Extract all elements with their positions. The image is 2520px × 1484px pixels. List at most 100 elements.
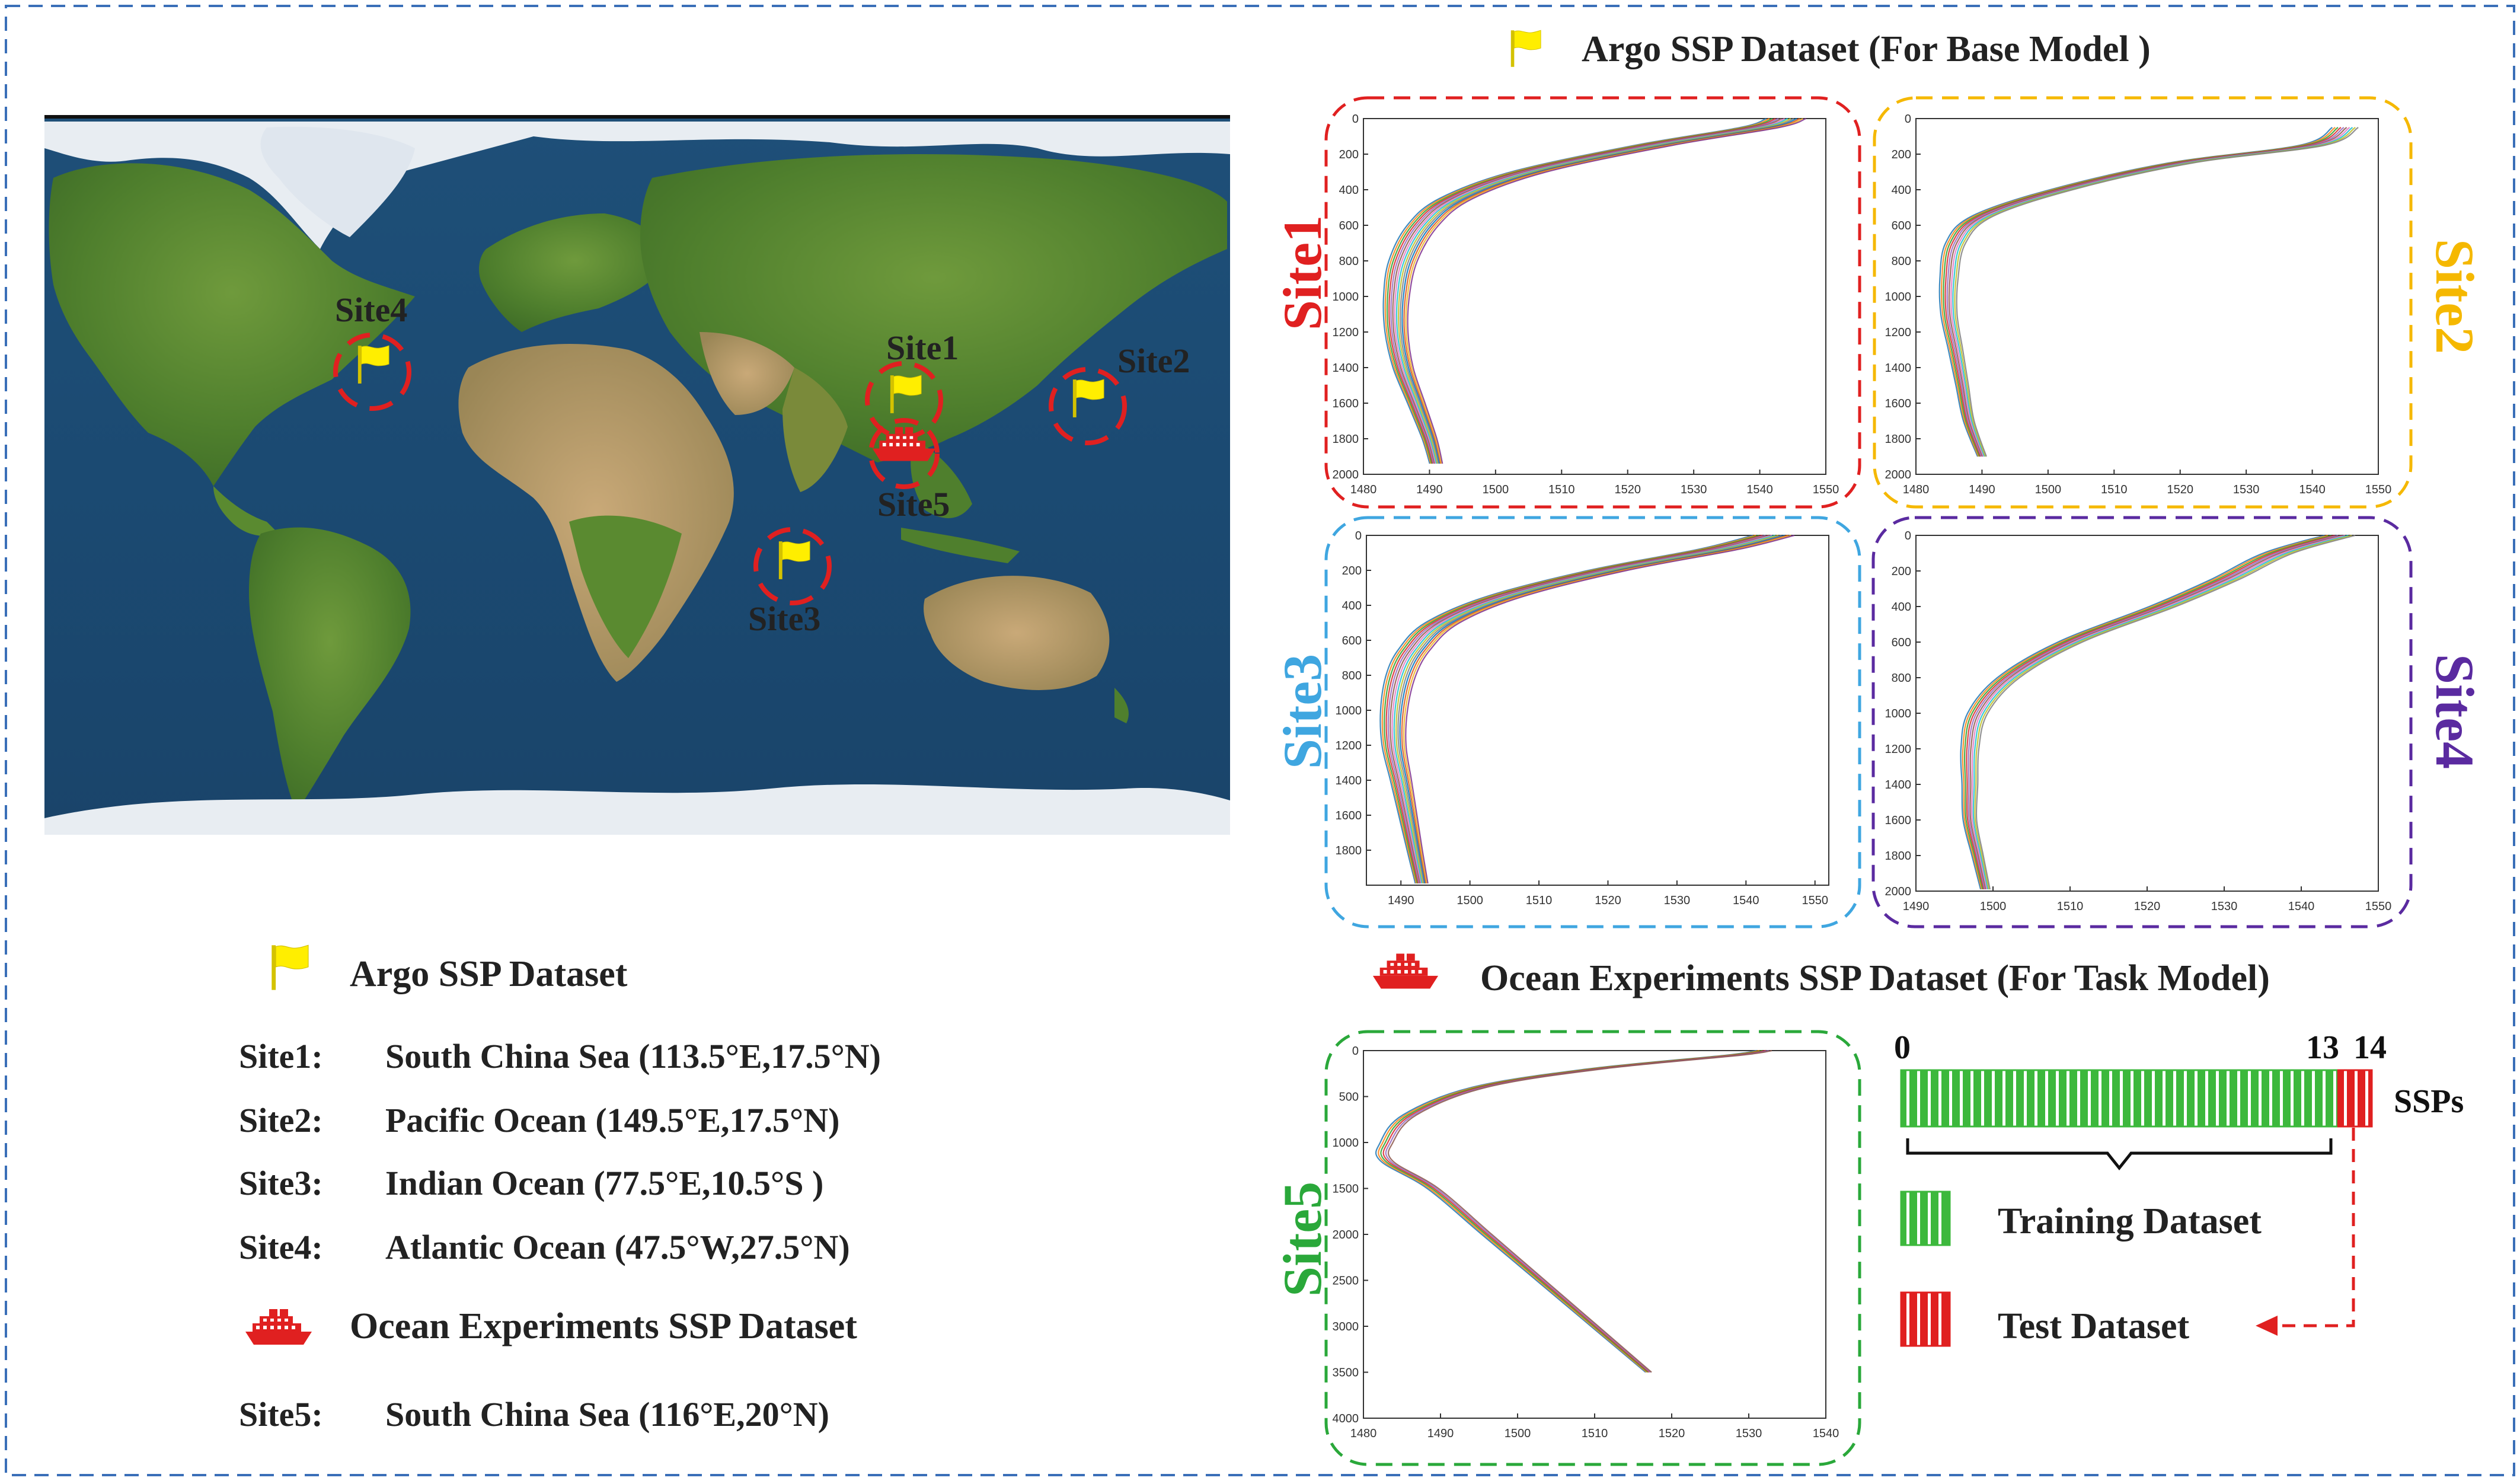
site2-y-tick-label: 600 (1892, 219, 1911, 232)
site2-x-tick-label: 1540 (2299, 483, 2326, 496)
site1-y-tick-label: 1400 (1333, 362, 1359, 375)
legend-site1-desc: South China Sea (113.5°E,17.5°N) (385, 1037, 881, 1075)
site5-y-tick-label: 4000 (1333, 1412, 1359, 1425)
map-label-site1: Site1 (886, 328, 959, 367)
site4-series-line (1966, 534, 2335, 890)
site4-marker[interactable] (333, 333, 411, 411)
site3-y-tick-label: 400 (1342, 599, 1362, 612)
site2-x-tick-label: 1520 (2167, 483, 2193, 496)
training-brace (1906, 1138, 2333, 1171)
site1-x-tick-label: 1480 (1350, 483, 1377, 496)
asia (640, 154, 1227, 462)
site1-y-tick-label: 0 (1352, 113, 1359, 126)
site4-series-line (1963, 534, 2331, 890)
site4-series-line (1960, 534, 2325, 890)
map-label-site5: Site5 (877, 485, 950, 524)
site4-series-line (1969, 534, 2342, 890)
site4-y-tick-label: 2000 (1885, 885, 1912, 898)
site1-y-tick-label: 1200 (1333, 326, 1359, 339)
site2-marker[interactable] (1049, 367, 1127, 445)
header-flag-icon (1510, 30, 1541, 68)
legend-site4-name: Site4: (239, 1228, 323, 1266)
site4-y-tick-label: 1200 (1885, 743, 1912, 756)
site3-y-tick-label: 600 (1342, 634, 1362, 647)
legend-site5-name: Site5: (239, 1395, 323, 1434)
site3-panel-frame (1324, 516, 1861, 928)
site4-y-tick-label: 0 (1905, 529, 1911, 542)
site2-y-tick-label: 1000 (1885, 291, 1912, 304)
site4-y-tick-label: 1400 (1885, 778, 1912, 792)
site4-x-tick-label: 1500 (1980, 900, 2007, 913)
site3-x-tick-label: 1540 (1733, 894, 1759, 907)
site3-y-tick-label: 800 (1342, 669, 1362, 682)
site2-y-tick-label: 1200 (1885, 326, 1912, 339)
site5-x-tick-label: 1510 (1582, 1427, 1608, 1440)
south-america (249, 527, 411, 812)
site3-plot-area (1366, 535, 1829, 886)
test-legend-label: Test Dataset (1998, 1306, 2190, 1346)
site3-x-tick-label: 1510 (1526, 894, 1553, 907)
antarctica (44, 784, 1230, 835)
site4-plot-area (1915, 535, 2379, 892)
site1-x-tick-label: 1490 (1416, 483, 1443, 496)
legend-site1-name: Site1: (239, 1037, 323, 1075)
site2-y-tick-label: 2000 (1885, 468, 1912, 481)
europe (479, 213, 670, 332)
site5-marker[interactable] (868, 418, 940, 489)
site2-y-tick-label: 200 (1892, 148, 1911, 161)
site3-ssp-chart: 1490 1500 1510 1520 1530 1540 1550 0 200 400 600 80… (1336, 529, 1829, 907)
site5-x-tick-label: 1530 (1736, 1427, 1762, 1440)
site3-y-tick-label: 1800 (1336, 844, 1362, 857)
site1-y-tick-label: 2000 (1333, 468, 1359, 481)
site1-y-tick-label: 200 (1339, 148, 1359, 161)
legend-site3-name: Site3: (239, 1164, 323, 1202)
site2-panel-label: Site2 (2425, 239, 2485, 354)
site4-y-tick-label: 200 (1892, 565, 1911, 578)
site4-x-tick-label: 1530 (2211, 900, 2238, 913)
site1-y-tick-label: 1000 (1333, 291, 1359, 304)
world-map (44, 115, 1230, 835)
site4-panel-label: Site4 (2425, 654, 2485, 769)
site2-x-tick-label: 1530 (2233, 483, 2260, 496)
site4-y-tick-label: 800 (1892, 672, 1911, 685)
site4-series-line (1974, 534, 2352, 890)
site5-x-tick-label: 1520 (1659, 1427, 1685, 1440)
ocean-header-title: Ocean Experiments SSP Dataset (For Task … (1480, 958, 2270, 998)
site2-x-tick-label: 1490 (1969, 483, 1995, 496)
site3-y-tick-label: 1000 (1336, 704, 1362, 717)
north-america (49, 163, 415, 486)
australia (924, 576, 1110, 690)
site2-series-line (1956, 127, 2359, 457)
site4-x-tick-label: 1490 (1903, 900, 1930, 913)
site4-x-tick-label: 1520 (2134, 900, 2161, 913)
site5-y-tick-label: 2000 (1333, 1228, 1359, 1242)
site3-y-tick-label: 0 (1355, 529, 1362, 542)
site4-x-tick-label: 1550 (2365, 900, 2392, 913)
site4-panel-frame (1871, 516, 2413, 928)
site1-x-tick-label: 1520 (1614, 483, 1641, 496)
site4-ssp-chart: 1490 1500 1510 1520 1530 1540 1550 0 200 400 600 80… (1885, 529, 2392, 913)
indonesia (901, 528, 1020, 563)
site5-ssp-chart: 1480 1490 1500 1510 1520 1530 1540 0 500 1000 1500… (1333, 1045, 1839, 1440)
site3-y-tick-label: 1200 (1336, 739, 1362, 752)
split-unit-label: SSPs (2394, 1083, 2464, 1120)
site4-y-tick-label: 1600 (1885, 814, 1912, 827)
site1-x-tick-label: 1500 (1483, 483, 1509, 496)
site3-x-tick-label: 1500 (1457, 894, 1483, 907)
site3-x-tick-label: 1520 (1595, 894, 1621, 907)
site2-y-tick-label: 0 (1905, 113, 1911, 126)
site5-y-tick-label: 2500 (1333, 1275, 1359, 1288)
legend-argo-label: Argo SSP Dataset (350, 954, 628, 994)
site5-y-tick-label: 1500 (1333, 1183, 1359, 1196)
site3-x-tick-label: 1530 (1664, 894, 1691, 907)
site2-panel-frame (1873, 96, 2413, 509)
map-label-site3: Site3 (748, 599, 820, 638)
site2-ssp-chart: 1480 1490 1500 1510 1520 1530 1540 1550 0 200 400 6… (1885, 113, 2392, 496)
site3-panel-label: Site3 (1272, 654, 1333, 769)
dataset-split-diagram: 0 13 14 SSPs Training Dataset Test Datas… (1894, 1029, 2464, 1347)
site3-marker[interactable] (753, 527, 832, 605)
site4-y-tick-label: 1000 (1885, 707, 1912, 720)
site1-y-tick-label: 1600 (1333, 397, 1359, 410)
site4-x-tick-label: 1540 (2288, 900, 2315, 913)
